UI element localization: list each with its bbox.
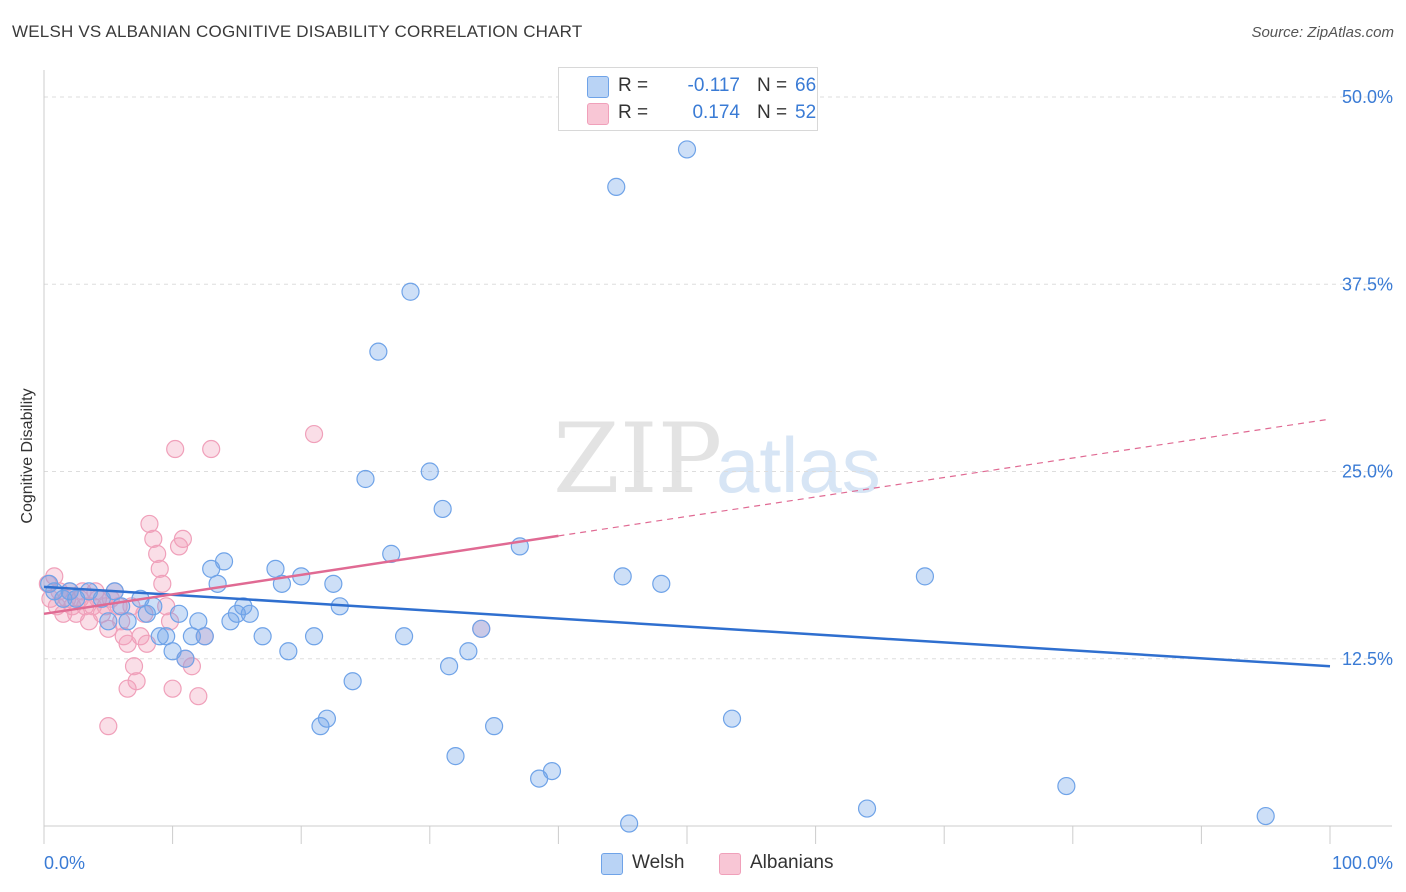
welsh-point (446, 747, 465, 766)
albanians-point (73, 582, 92, 601)
source-label: Source: ZipAtlas.com (1251, 24, 1394, 41)
albanians-swatch (587, 103, 609, 125)
welsh-point (459, 642, 478, 661)
chart-title: WELSH VS ALBANIAN COGNITIVE DISABILITY C… (12, 22, 583, 41)
welsh-point (420, 462, 439, 481)
albanians-r-label: R = (618, 102, 649, 123)
welsh-point (157, 627, 176, 646)
albanians-point (148, 544, 167, 563)
y-tick-label: 25.0% (1342, 462, 1393, 482)
welsh-point (99, 612, 118, 631)
welsh-point (189, 612, 208, 631)
albanians-point (189, 687, 208, 706)
albanians-point (131, 627, 150, 646)
welsh-point (253, 627, 272, 646)
welsh-point (208, 574, 227, 593)
welsh-point (195, 627, 214, 646)
welsh-point (356, 469, 375, 489)
albanians-point (150, 559, 169, 578)
welsh-point (150, 627, 169, 646)
welsh-point (394, 627, 414, 646)
y-tick-label: 50.0% (1342, 87, 1393, 107)
albanians-n-value: 52 (795, 102, 817, 123)
watermark-atlas: atlas (716, 421, 881, 509)
welsh-r-value: -0.117 (687, 75, 740, 96)
welsh-point (182, 627, 201, 646)
welsh-point (677, 140, 697, 159)
welsh-n-value: 66 (795, 75, 817, 96)
welsh-point (266, 559, 285, 578)
welsh-point (221, 612, 240, 631)
albanians-point (182, 657, 201, 676)
welsh-point (722, 709, 742, 728)
albanians-n-label: N = (757, 102, 788, 123)
welsh-point (652, 574, 671, 593)
welsh-point (915, 567, 935, 586)
albanians-point (112, 612, 131, 631)
y-axis-label: Cognitive Disability (19, 388, 36, 524)
y-tick-label: 12.5% (1342, 649, 1393, 669)
welsh-point (169, 604, 189, 623)
welsh-point (317, 709, 337, 728)
welsh-point (472, 619, 491, 638)
welsh-n-label: N = (757, 75, 788, 96)
albanians-point (173, 529, 192, 549)
welsh-point (144, 597, 163, 616)
watermark: ZIP atlas (553, 403, 881, 515)
welsh-point (369, 342, 388, 361)
welsh-point (613, 567, 632, 586)
albanians-point (202, 439, 221, 459)
welsh-point (857, 799, 877, 818)
albanians-legend-swatch (719, 853, 741, 875)
welsh-point (620, 814, 639, 833)
welsh-point (1256, 806, 1275, 826)
albanians-point (99, 717, 118, 736)
x-tick-label: 100.0% (1332, 853, 1393, 873)
welsh-point (118, 612, 137, 631)
welsh-point (54, 589, 73, 608)
welsh-trendline (43, 585, 1331, 668)
welsh-point (240, 604, 259, 623)
welsh-point (324, 574, 343, 593)
albanians-point (118, 679, 137, 698)
welsh-legend-label: Welsh (632, 852, 685, 873)
x-tick-label: 0.0% (44, 853, 85, 873)
welsh-point (343, 672, 362, 691)
welsh-point (176, 649, 195, 668)
welsh-r-label: R = (618, 75, 649, 96)
welsh-swatch (587, 76, 609, 98)
welsh-point (607, 177, 626, 196)
albanians-point (124, 657, 144, 676)
welsh-point (542, 761, 562, 781)
welsh-point (439, 657, 459, 676)
welsh-point (304, 627, 324, 646)
correlation-legend: R = -0.117 N = 66 R = 0.174 N = 52 (558, 67, 818, 131)
albanians-trendline (43, 534, 559, 616)
welsh-point (433, 499, 452, 519)
albanians-point (304, 424, 324, 444)
welsh-point (311, 717, 330, 736)
albanians-r-value: 0.174 (692, 102, 740, 123)
albanians-trendline-extension (558, 418, 1331, 537)
welsh-point (227, 604, 246, 623)
welsh-point (1057, 776, 1076, 796)
albanians-point (166, 439, 185, 459)
welsh-point (401, 282, 420, 301)
welsh-point (485, 717, 504, 736)
albanians-legend-label: Albanians (750, 852, 834, 873)
albanians-point (144, 529, 163, 549)
y-tick-label: 37.5% (1342, 274, 1393, 294)
welsh-point (234, 597, 253, 616)
albanians-point (153, 574, 172, 593)
welsh-point (137, 604, 156, 623)
watermark-zip: ZIP (553, 403, 722, 515)
welsh-point (214, 552, 234, 571)
albanians-point (163, 679, 182, 698)
welsh-point (279, 642, 298, 661)
welsh-legend-swatch (601, 853, 623, 875)
albanians-point (140, 514, 159, 534)
